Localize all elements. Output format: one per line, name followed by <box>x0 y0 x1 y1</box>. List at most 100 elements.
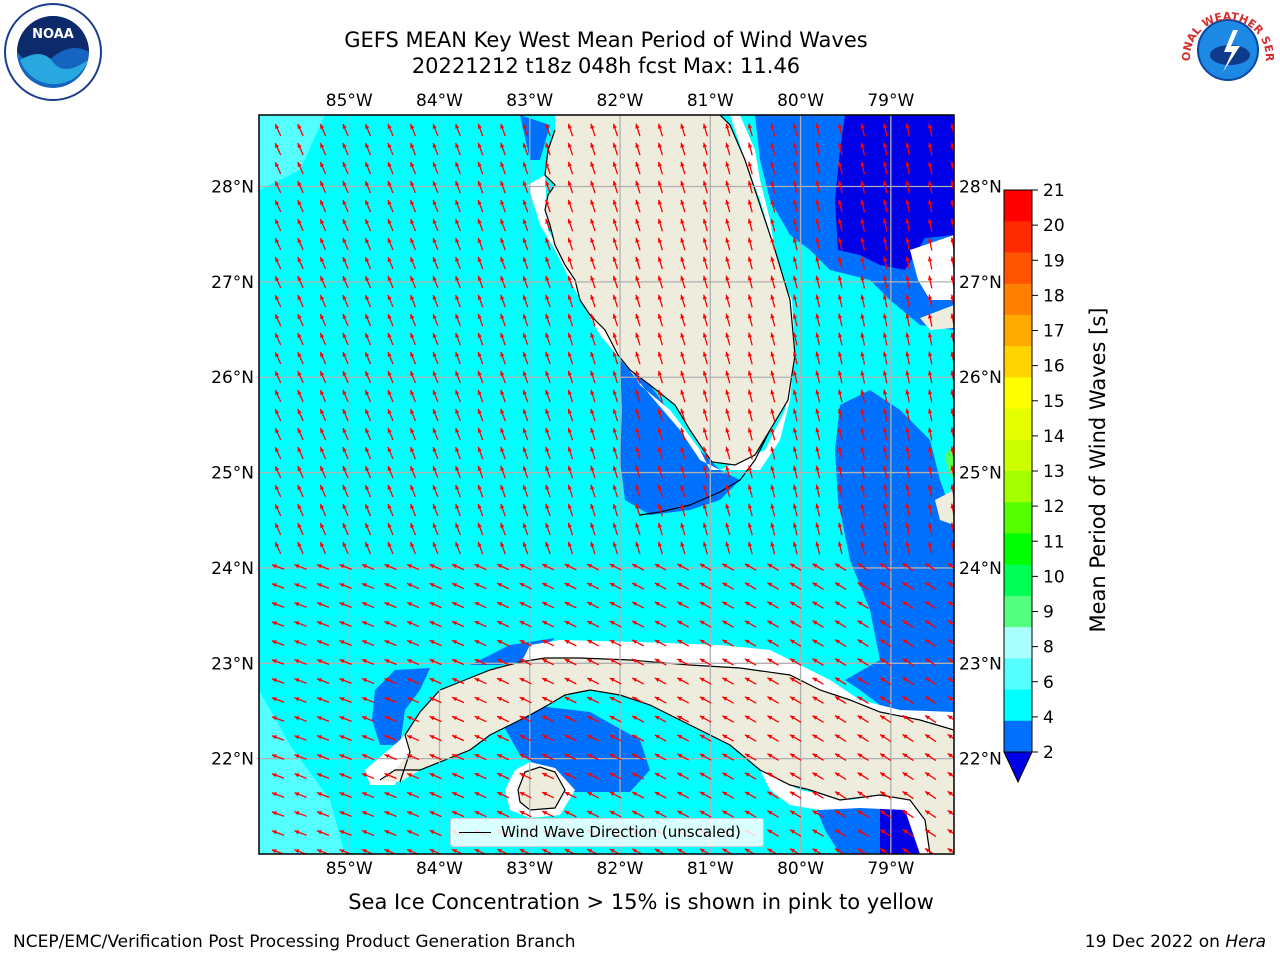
wind-arrow <box>500 370 506 384</box>
wind-arrow <box>635 275 641 289</box>
wind-arrow <box>654 563 667 571</box>
wind-direction-legend: Wind Wave Direction (unscaled) <box>450 818 764 847</box>
colorbar-label: 2 <box>1043 743 1054 763</box>
wind-arrow <box>541 715 555 723</box>
wind-arrow <box>905 199 910 213</box>
wind-arrow <box>635 256 641 270</box>
wind-arrow <box>364 180 372 194</box>
wind-arrow <box>522 446 529 460</box>
wind-arrow <box>429 734 442 742</box>
wind-arrow <box>612 389 619 403</box>
wind-arrow <box>474 734 487 742</box>
wind-arrow <box>815 408 821 422</box>
wind-arrow <box>522 427 529 441</box>
wind-arrow <box>744 563 757 571</box>
wind-arrow <box>522 332 529 346</box>
wind-arrow <box>725 180 731 194</box>
lon-tick-bottom-3: 82°W <box>597 859 644 879</box>
wind-arrow <box>792 408 798 422</box>
wind-arrow <box>882 199 888 213</box>
wind-arrow <box>297 427 304 441</box>
wind-arrow <box>927 332 933 346</box>
wind-arrow <box>770 275 776 289</box>
wind-arrow <box>882 541 888 555</box>
wind-arrow <box>294 602 307 608</box>
colorbar-label: 14 <box>1043 427 1065 447</box>
wind-arrow <box>316 564 330 570</box>
wind-arrow <box>680 484 686 498</box>
wind-arrow <box>882 256 888 270</box>
wind-arrow <box>699 677 712 685</box>
wind-arrow <box>702 123 708 137</box>
wind-arrow <box>409 351 417 365</box>
wind-arrow <box>567 351 574 365</box>
wind-arrow <box>474 715 487 723</box>
wind-arrow <box>590 408 596 422</box>
wind-arrow <box>837 218 843 232</box>
lon-tick-bottom-0: 85°W <box>326 859 373 879</box>
wind-arrow <box>319 313 327 327</box>
wind-arrow <box>812 734 824 742</box>
wind-arrow <box>902 581 914 591</box>
wind-arrow <box>609 620 622 628</box>
wind-arrow <box>432 313 439 327</box>
wind-arrow <box>702 465 708 479</box>
wind-arrow <box>297 123 304 137</box>
wind-arrow <box>477 465 484 479</box>
wind-arrow <box>812 563 824 571</box>
wind-arrow <box>924 790 937 800</box>
colorbar-segment <box>1004 658 1032 691</box>
land-bahamas-andros <box>935 490 954 525</box>
wind-arrow <box>496 715 510 723</box>
ocean-blue-north-gulf <box>520 115 550 160</box>
wind-arrow <box>496 582 510 590</box>
wind-arrow <box>274 256 282 270</box>
wind-arrow <box>676 601 690 609</box>
wind-arrow <box>792 142 798 156</box>
wind-arrow <box>654 753 667 761</box>
wind-arrow <box>837 503 843 517</box>
wind-arrow <box>725 484 731 498</box>
wind-arrow <box>812 601 824 609</box>
wind-arrow <box>612 142 619 156</box>
wind-arrow <box>590 427 596 441</box>
wind-arrow <box>455 199 461 213</box>
wind-arrow <box>947 638 954 645</box>
wind-arrow <box>860 484 866 498</box>
wind-arrow <box>297 503 304 517</box>
wind-arrow <box>564 696 577 704</box>
wind-arrow <box>429 772 442 780</box>
wind-arrow <box>882 218 888 232</box>
wind-arrow <box>319 389 327 403</box>
wind-arrow <box>541 563 555 571</box>
wind-arrow <box>316 716 330 722</box>
wind-arrow <box>455 484 461 498</box>
wind-arrow <box>657 370 664 384</box>
wind-arrow <box>545 123 551 137</box>
wind-arrow <box>857 600 869 610</box>
wind-arrow <box>564 582 577 590</box>
ocean-darkblue-south <box>880 805 930 854</box>
lon-ticks-top: 85°W 84°W 83°W 82°W 81°W 80°W 79°W <box>326 91 915 111</box>
wind-arrow <box>586 772 600 780</box>
wind-arrow <box>812 582 824 590</box>
wind-arrow <box>860 427 866 441</box>
wind-arrow <box>519 715 532 723</box>
wind-arrow <box>815 180 821 194</box>
wind-arrow <box>271 811 285 817</box>
wind-arrow <box>384 677 397 685</box>
wind-arrow <box>676 582 690 590</box>
wind-arrow <box>522 123 529 137</box>
wind-arrow <box>654 582 667 590</box>
wind-arrow <box>927 294 933 308</box>
wind-arrow <box>500 294 506 308</box>
wind-arrow <box>699 715 712 723</box>
wind-arrow <box>812 829 824 837</box>
wind-arrow <box>387 161 394 175</box>
wind-arrow <box>837 332 843 346</box>
wind-arrow <box>342 294 349 308</box>
wind-arrow <box>879 733 892 743</box>
wind-arrow <box>702 370 708 384</box>
wind-arrow <box>676 753 690 761</box>
lon-tick-top-6: 79°W <box>867 91 914 111</box>
